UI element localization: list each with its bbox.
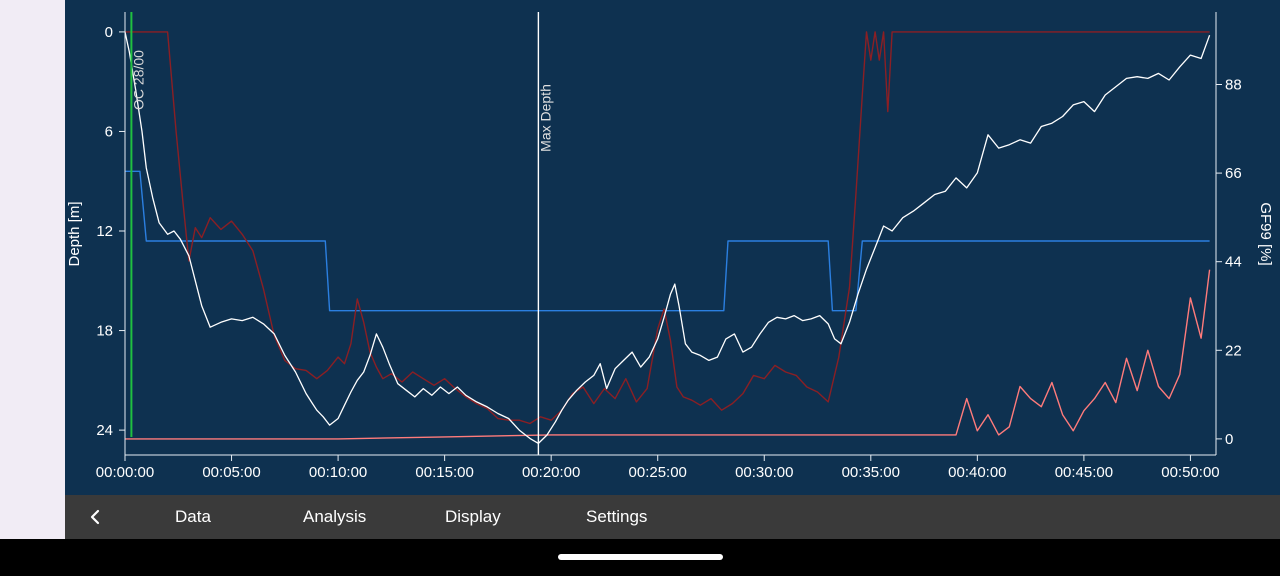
tab-display[interactable]: Display (445, 507, 501, 526)
series-ceiling-line (125, 170, 1210, 312)
left-tick-label: 0 (105, 24, 113, 41)
chart-markers: OC 28/00 Max Depth (130, 12, 553, 455)
x-tick-label: 00:35:00 (842, 464, 900, 481)
x-tick-label: 00:40:00 (948, 464, 1006, 481)
tab-analysis[interactable]: Analysis (303, 507, 367, 526)
left-tick-label: 12 (96, 223, 113, 240)
dive-log-app: OC 28/00 Max Depth 0 6 12 18 24 0 22 44 66 88 00:00… (65, 0, 1280, 539)
x-tick-label: 00:05:00 (202, 464, 260, 481)
x-tick-label: 00:10:00 (309, 464, 367, 481)
x-tick-label: 00:30:00 (735, 464, 793, 481)
right-axis-label: GF99 [%] (1257, 202, 1274, 265)
home-gesture-handle[interactable] (558, 554, 723, 560)
right-tick-label: 44 (1225, 254, 1242, 271)
max-depth-label: Max Depth (537, 84, 553, 152)
series-gf99-line (125, 269, 1211, 440)
left-axis-label: Depth [m] (66, 201, 83, 266)
right-tick-label: 66 (1225, 165, 1242, 182)
right-tick-label: 0 (1225, 431, 1233, 448)
right-tick-label: 88 (1225, 76, 1242, 93)
left-tick-label: 24 (96, 422, 113, 439)
chart-axes: 0 6 12 18 24 0 22 44 66 88 00:00:00 00:05:00 00:10:0… (96, 12, 1242, 481)
chart-series (124, 31, 1211, 445)
dive-profile-chart[interactable]: OC 28/00 Max Depth 0 6 12 18 24 0 22 44 66 88 00:00… (65, 0, 1280, 495)
left-tick-label: 18 (96, 323, 113, 340)
x-tick-label: 00:45:00 (1055, 464, 1113, 481)
x-tick-label: 00:20:00 (522, 464, 580, 481)
chevron-left-icon (90, 509, 100, 525)
left-tick-label: 6 (105, 123, 113, 140)
bottom-navigation-bar: Data Analysis Display Settings (65, 495, 1280, 539)
chart-background (65, 0, 1280, 495)
system-navigation-bar (0, 539, 1280, 576)
right-tick-label: 22 (1225, 342, 1242, 359)
series-depth-line (124, 31, 1211, 445)
tab-data[interactable]: Data (175, 507, 211, 526)
x-tick-label: 00:15:00 (415, 464, 473, 481)
series-tissue-line (125, 31, 1210, 425)
x-tick-label: 00:25:00 (629, 464, 687, 481)
tab-settings[interactable]: Settings (586, 507, 648, 526)
x-tick-label: 00:50:00 (1161, 464, 1219, 481)
back-button[interactable] (79, 495, 111, 539)
x-tick-label: 00:00:00 (96, 464, 154, 481)
gas-change-label: OC 28/00 (130, 50, 146, 110)
